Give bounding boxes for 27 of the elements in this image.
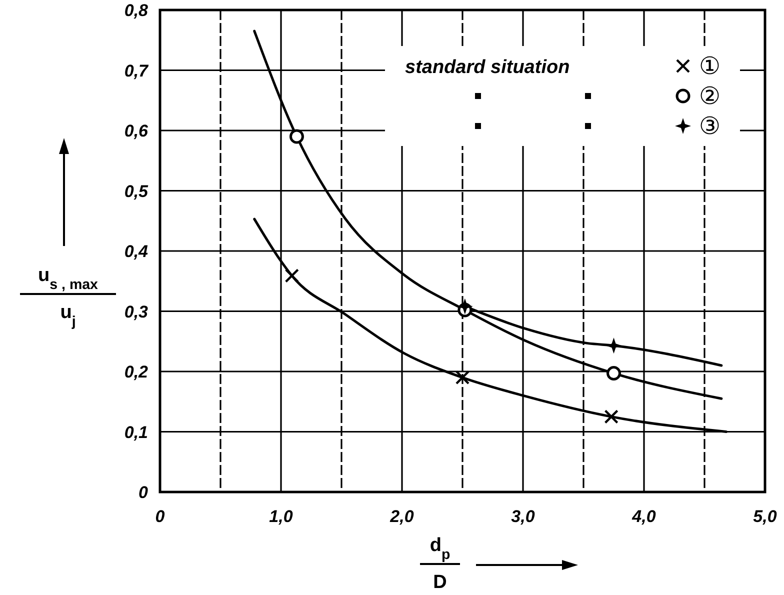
x-axis-title: d$_{p}$ D (430, 535, 450, 593)
y-tick-label: 0,6 (124, 122, 149, 140)
y-tick-label: 0,8 (124, 1, 149, 20)
y-tick-label: 0,1 (124, 422, 148, 442)
point (606, 338, 622, 354)
y-tick-label: 0,7 (124, 61, 150, 80)
point (606, 366, 621, 381)
y-tick-label: 0 (138, 483, 149, 502)
x-tick-label: 2,0 (389, 507, 414, 526)
point (289, 129, 304, 144)
point (604, 410, 618, 424)
x-tick-label: 4,0 (631, 507, 656, 526)
y-tick-label: 0,4 (124, 242, 149, 261)
point (455, 370, 470, 385)
y-tick-label: 0,5 (124, 182, 149, 201)
legend-label: ③ (699, 113, 721, 140)
point (284, 268, 299, 283)
annotation: standard situation (405, 57, 570, 78)
y-axis-title: u$_{s , max}$ u$_{j}$ (38, 265, 98, 330)
x-tick-label: 0 (155, 507, 166, 526)
legend-label: ② (699, 83, 721, 110)
legend-label: ① (699, 53, 721, 80)
x-tick-label: 1,0 (269, 507, 294, 526)
x-tick-label: 3,0 (511, 507, 536, 526)
y-tick-label: 0,3 (124, 302, 149, 322)
y-tick-label: 0,2 (124, 362, 149, 382)
x-tick-label: 5,0 (753, 507, 778, 526)
